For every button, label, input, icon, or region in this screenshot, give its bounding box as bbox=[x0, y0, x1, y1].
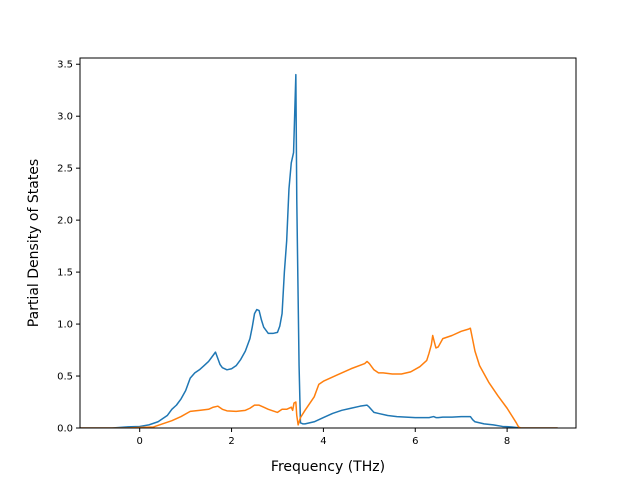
series-line-2 bbox=[80, 327, 558, 428]
y-tick-label: 0.0 bbox=[57, 424, 73, 435]
y-tick-label: 2.5 bbox=[57, 164, 73, 175]
plot-frame bbox=[79, 57, 577, 429]
y-axis-label: Partial Density of States bbox=[26, 159, 42, 327]
series-line-1 bbox=[80, 73, 558, 428]
y-tick-label: 2.0 bbox=[57, 216, 73, 227]
y-tick-label: 3.0 bbox=[57, 112, 73, 123]
y-tick-label: 1.0 bbox=[57, 320, 73, 331]
x-tick-label: 8 bbox=[504, 436, 510, 447]
y-tick-label: 0.5 bbox=[57, 372, 73, 383]
x-axis-ticks: 0 2 4 6 8 bbox=[137, 428, 510, 447]
x-tick-label: 0 bbox=[137, 436, 143, 447]
y-tick-label: 1.5 bbox=[57, 268, 73, 279]
y-tick-label: 3.5 bbox=[57, 60, 73, 71]
x-tick-label: 4 bbox=[320, 436, 326, 447]
x-axis-label: Frequency (THz) bbox=[271, 459, 385, 475]
x-tick-label: 6 bbox=[412, 436, 418, 447]
x-tick-label: 2 bbox=[228, 436, 234, 447]
y-axis-ticks: 0.0 0.5 1.0 1.5 2.0 2.5 3.0 3.5 bbox=[57, 60, 80, 435]
series-layer bbox=[80, 73, 558, 428]
